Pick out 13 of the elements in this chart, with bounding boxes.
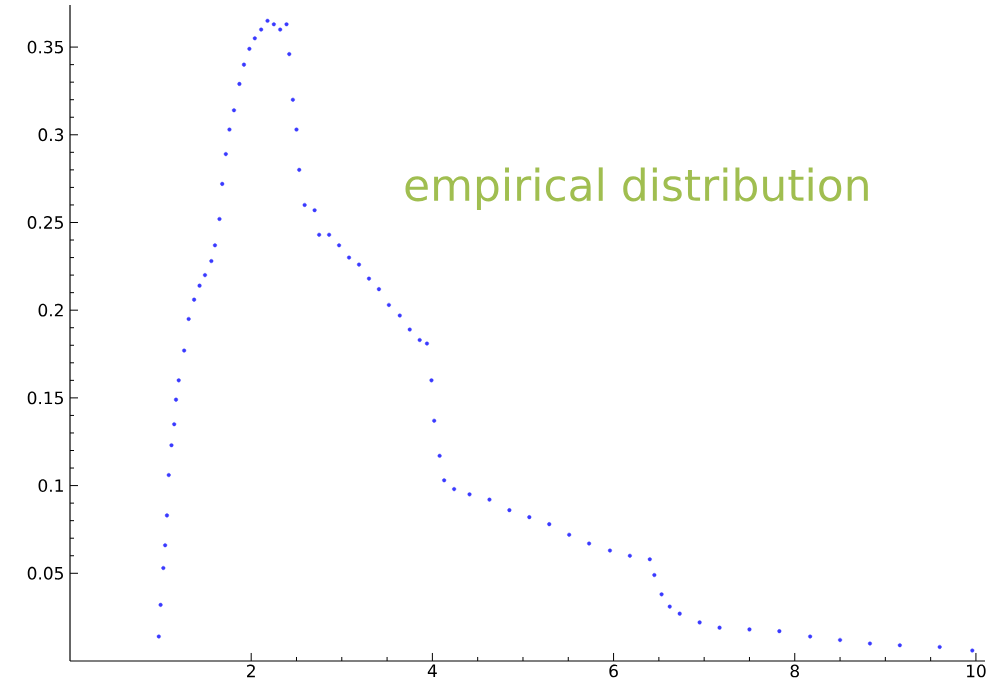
- y-tick-label: 0.1: [38, 479, 63, 493]
- x-tick-label: 4: [427, 664, 437, 677]
- x-tick-label: 2: [247, 664, 255, 678]
- annotation: empirical distribution: [405, 167, 868, 210]
- y-tick-label: 0.35: [27, 40, 63, 54]
- x-tick-label: 8: [790, 664, 800, 678]
- y-tick-label: 0.05: [27, 566, 63, 580]
- y-tick-label: 0.25: [27, 216, 63, 229]
- x-tick-label: 10: [966, 664, 986, 678]
- y-tick-label: 0.2: [38, 303, 63, 317]
- y-tick-label: 0.3: [38, 128, 64, 142]
- x-tick-label: 6: [609, 664, 618, 678]
- y-tick-label: 0.15: [27, 391, 63, 405]
